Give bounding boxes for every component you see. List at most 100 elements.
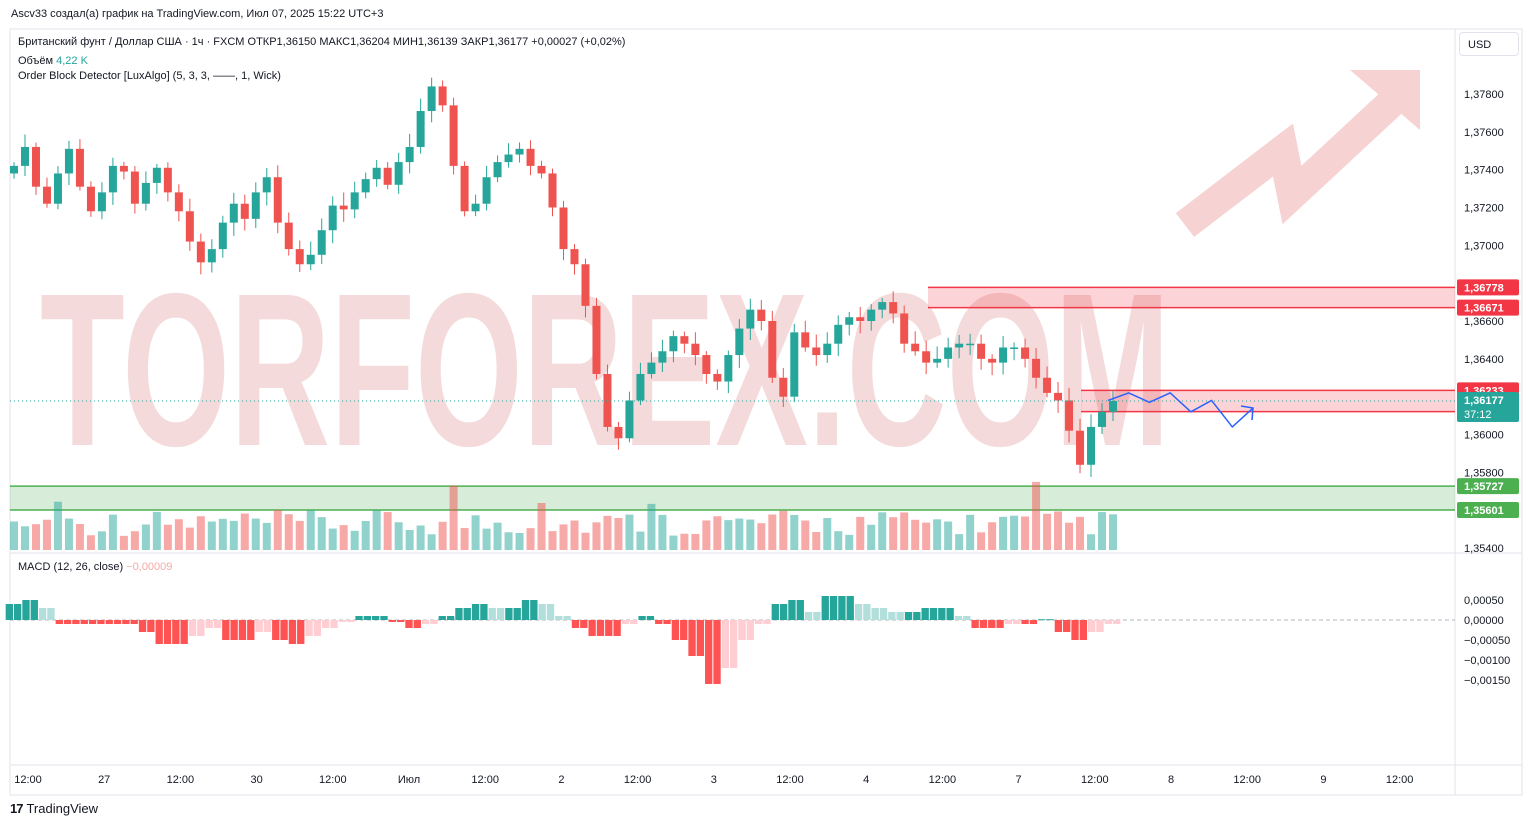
volume-bar: [570, 520, 579, 550]
macd-bar: [929, 608, 938, 620]
candle-body: [42, 186, 51, 204]
candle-body: [97, 192, 106, 212]
volume-bar: [394, 522, 403, 550]
volume-bar: [1021, 516, 1030, 550]
macd-bar: [646, 616, 655, 620]
macd-bar: [213, 620, 222, 628]
tradingview-brand[interactable]: 17 TradingView: [10, 801, 98, 816]
time-axis[interactable]: 12:00 27 12:00 30 12:00 Июл 12:00 2 12:00 3 12:00 4…: [14, 774, 1413, 786]
price-tag-label: 1,35601: [1464, 505, 1504, 517]
volume-bar: [834, 531, 843, 550]
volume-bar: [1087, 534, 1096, 550]
volume-bar: [1076, 516, 1085, 550]
chart-border: [9, 28, 1523, 796]
time-tick-label: 30: [250, 774, 262, 786]
volume-bar: [966, 514, 975, 550]
price-tag: [1457, 501, 1519, 518]
volume-bar: [757, 523, 766, 550]
macd-bar: [22, 600, 30, 620]
currency-button[interactable]: USD: [1459, 32, 1519, 56]
candle-body: [801, 332, 810, 348]
volume-bar: [1109, 514, 1117, 550]
volume-bar: [317, 517, 326, 550]
volume-bar: [207, 521, 216, 550]
indicator-legend[interactable]: Order Block Detector [LuxAlgo] (5, 3, 3,…: [18, 70, 281, 82]
time-tick-label: 12:00: [14, 774, 42, 786]
candle-body: [790, 332, 799, 397]
candle-body: [768, 321, 777, 378]
macd-bar: [863, 604, 871, 620]
macd-bar: [854, 604, 863, 620]
volume-bar: [977, 532, 986, 550]
macd-bar: [655, 620, 663, 624]
candle-body: [559, 207, 568, 250]
price-tags: 1,367781,366711,362331,361211,357271,356…: [1457, 279, 1519, 518]
macd-bar: [72, 620, 80, 624]
candle-body: [526, 148, 535, 166]
time-tick-label: 12:00: [167, 774, 195, 786]
volume-bar: [812, 531, 821, 550]
candle-body: [405, 146, 414, 163]
macd-bar: [355, 616, 363, 620]
macd-bar: [88, 620, 97, 624]
macd-bar: [804, 612, 813, 620]
candle-body: [625, 400, 634, 439]
candle-body: [603, 373, 612, 427]
time-tick-label: 12:00: [929, 774, 957, 786]
macd-bar: [979, 620, 988, 628]
macd-axis[interactable]: 0,00050 0,00000 −0,00050 −0,00100 −0,00150: [1464, 595, 1510, 687]
forecast-arrowhead: [1240, 405, 1254, 421]
candle-body: [438, 86, 447, 106]
candle-body: [1043, 377, 1052, 393]
volume-bar: [724, 520, 733, 550]
macd-bar: [721, 620, 730, 668]
volume-legend[interactable]: Объём 4,22 K: [18, 55, 88, 67]
volume-bar: [559, 524, 568, 550]
macd-bar: [1021, 620, 1029, 624]
macd-bar: [322, 620, 330, 628]
candle-body: [20, 146, 29, 166]
price-tick-label: 1,35400: [1464, 543, 1504, 555]
candle-body: [460, 165, 469, 212]
macd-legend[interactable]: MACD (12, 26, close) −0,00009: [18, 561, 172, 573]
candle-body: [504, 154, 513, 163]
candle-body: [691, 343, 700, 356]
macd-bar: [122, 620, 130, 624]
candle-body: [185, 211, 194, 242]
macd-bar: [813, 612, 821, 620]
price-tag-label: 1,36671: [1464, 303, 1504, 315]
candle-body: [933, 358, 942, 363]
candle-body: [218, 222, 227, 250]
candle-body: [108, 165, 117, 193]
macd-bar: [663, 620, 671, 624]
volume-bar: [361, 521, 370, 550]
volume-bar: [119, 535, 128, 550]
candle-body: [812, 347, 821, 356]
candle-body: [834, 324, 843, 344]
volume-bar: [746, 519, 755, 550]
macd-bar: [263, 620, 272, 632]
candle-body: [955, 343, 964, 348]
time-tick-label: 12:00: [776, 774, 804, 786]
macd-bar: [1079, 620, 1088, 640]
macd-bar: [971, 620, 979, 628]
macd-bar: [513, 608, 521, 620]
volume-bar: [790, 514, 799, 550]
macd-bar: [297, 620, 305, 644]
forecast-path[interactable]: [1107, 391, 1254, 429]
macd-bar: [380, 616, 388, 620]
price-tag: [1457, 299, 1519, 316]
volume-bar: [273, 510, 282, 550]
candle-body: [537, 165, 546, 174]
macd-bar: [47, 608, 55, 620]
macd-bar: [871, 608, 879, 620]
symbol-legend[interactable]: Британский фунт / Доллар США · 1ч · FXCM…: [18, 36, 626, 48]
macd-bar: [80, 620, 88, 624]
candle-body: [1032, 358, 1041, 378]
price-tag: [1457, 478, 1519, 495]
macd-bar: [5, 604, 13, 620]
time-tick-label: 12:00: [319, 774, 347, 786]
candle-body: [174, 192, 183, 212]
macd-bar: [621, 620, 630, 624]
